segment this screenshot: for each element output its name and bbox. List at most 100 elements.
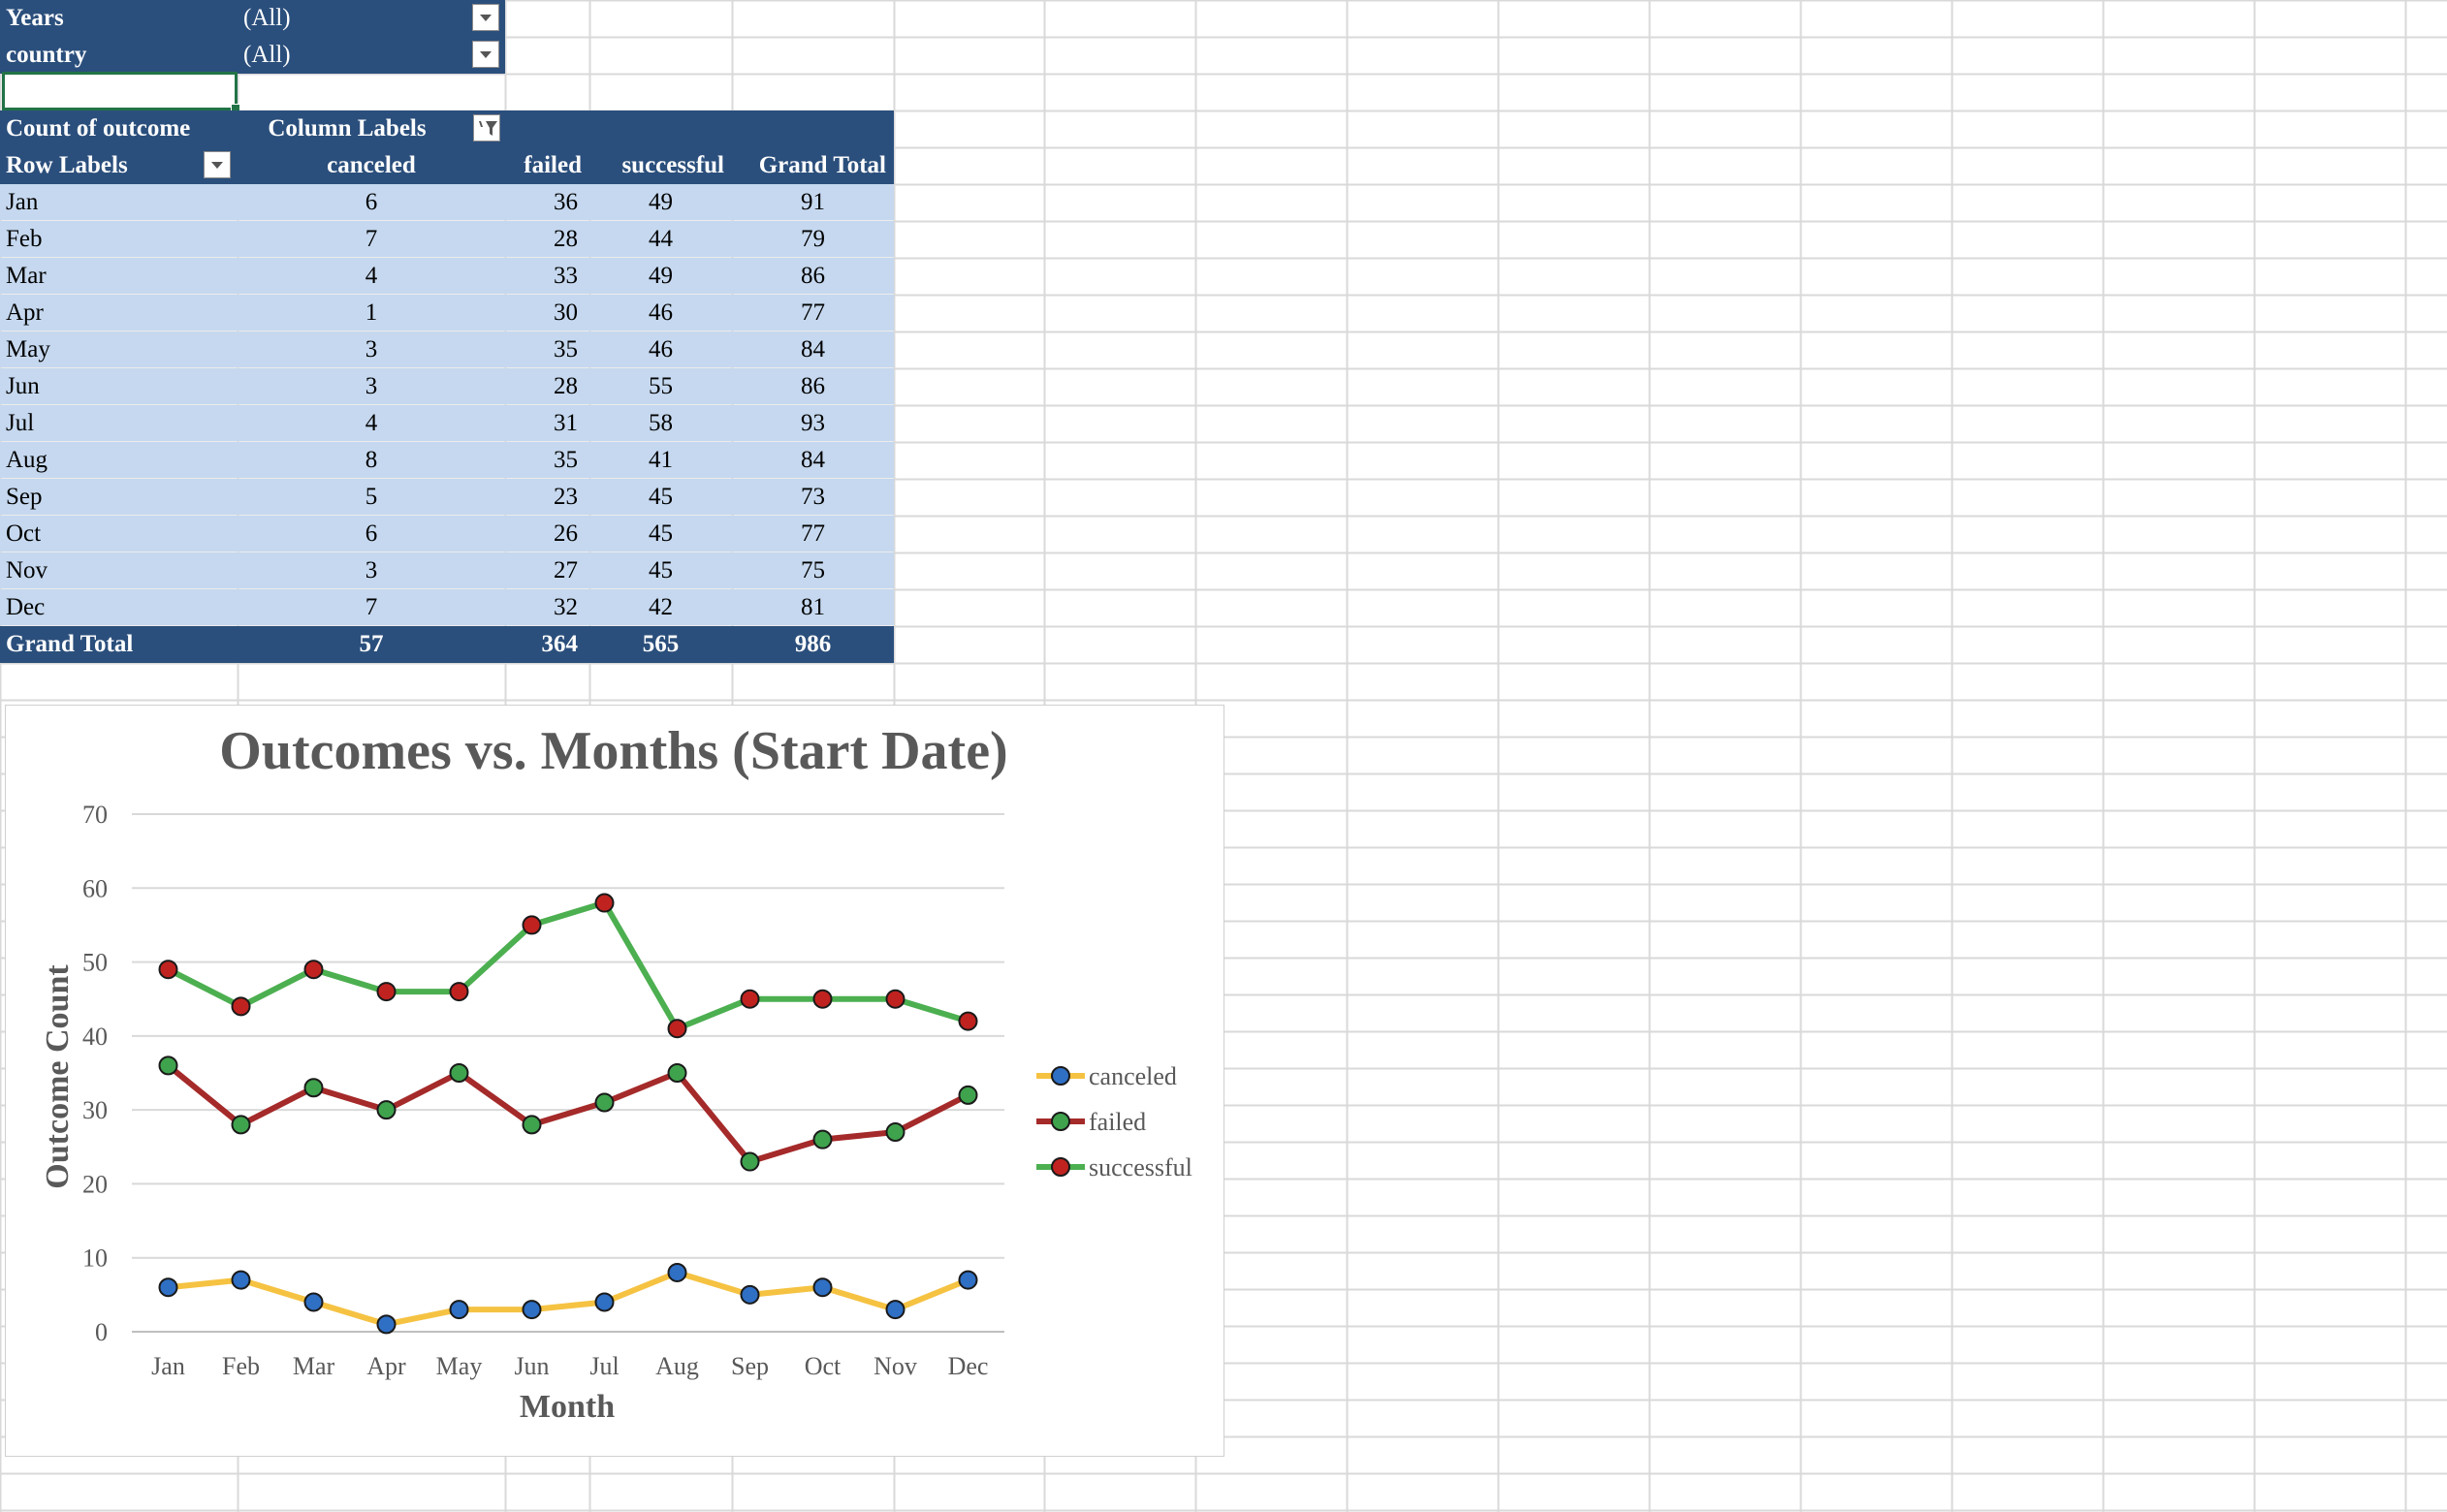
pivot-cell[interactable]: 28 <box>554 226 578 252</box>
series-line-failed[interactable] <box>166 1063 969 1165</box>
data-point-successful[interactable] <box>303 960 324 980</box>
data-point-canceled[interactable] <box>812 1277 833 1298</box>
filter-country-dropdown-icon[interactable] <box>472 41 499 68</box>
line-chart[interactable]: Outcomes vs. Months (Start Date) Outcome… <box>5 705 1224 1457</box>
pivot-cell[interactable]: 1 <box>365 299 378 326</box>
data-point-successful[interactable] <box>594 893 615 913</box>
pivot-cell[interactable]: 45 <box>649 520 673 547</box>
data-point-successful[interactable] <box>158 960 178 980</box>
pivot-row-label[interactable]: Nov <box>6 557 48 583</box>
data-point-successful[interactable] <box>522 915 542 935</box>
data-point-failed[interactable] <box>740 1151 760 1172</box>
pivot-cell[interactable]: 77 <box>801 520 825 547</box>
pivot-cell[interactable]: 36 <box>554 189 578 215</box>
pivot-cell[interactable]: 31 <box>554 410 578 436</box>
pivot-cell[interactable]: 26 <box>554 520 578 547</box>
pivot-cell[interactable]: 35 <box>554 336 578 362</box>
column-labels-filter-icon[interactable] <box>473 114 500 142</box>
grand-total-cell[interactable]: 364 <box>505 626 589 663</box>
pivot-cell[interactable]: 27 <box>554 557 578 583</box>
pivot-cell[interactable]: 86 <box>801 373 825 399</box>
pivot-cell[interactable]: 3 <box>365 373 378 399</box>
data-point-successful[interactable] <box>449 982 469 1002</box>
pivot-row-label[interactable]: Feb <box>6 226 43 252</box>
pivot-cell[interactable]: 55 <box>649 373 673 399</box>
data-point-successful[interactable] <box>376 982 397 1002</box>
pivot-cell[interactable]: 4 <box>365 263 378 289</box>
data-point-canceled[interactable] <box>158 1277 178 1298</box>
data-point-successful[interactable] <box>958 1011 978 1031</box>
pivot-cell[interactable]: 7 <box>365 594 378 620</box>
pivot-cell[interactable]: 46 <box>649 299 673 326</box>
pivot-cell[interactable]: 81 <box>801 594 825 620</box>
pivot-row-label[interactable]: Jun <box>6 373 40 399</box>
data-point-successful[interactable] <box>231 996 251 1017</box>
pivot-cell[interactable]: 33 <box>554 263 578 289</box>
pivot-row-label[interactable]: Oct <box>6 520 42 547</box>
pivot-cell[interactable]: 44 <box>649 226 673 252</box>
data-point-failed[interactable] <box>158 1055 178 1076</box>
pivot-cell[interactable]: 23 <box>554 484 578 510</box>
data-point-canceled[interactable] <box>885 1300 906 1320</box>
pivot-cell[interactable]: 42 <box>649 594 673 620</box>
filter-years-dropdown-icon[interactable] <box>472 4 499 31</box>
pivot-cell[interactable]: 91 <box>801 189 825 215</box>
pivot-cell[interactable]: 86 <box>801 263 825 289</box>
data-point-failed[interactable] <box>667 1063 687 1083</box>
pivot-cell[interactable]: 35 <box>554 447 578 473</box>
pivot-cell[interactable]: 6 <box>365 520 378 547</box>
pivot-cell[interactable]: 45 <box>649 557 673 583</box>
pivot-cell[interactable]: 7 <box>365 226 378 252</box>
pivot-cell[interactable]: 75 <box>801 557 825 583</box>
pivot-cell[interactable]: 5 <box>365 484 378 510</box>
data-point-failed[interactable] <box>885 1122 906 1143</box>
data-point-failed[interactable] <box>449 1063 469 1083</box>
pivot-cell[interactable]: 30 <box>554 299 578 326</box>
pivot-row-label[interactable]: Dec <box>6 594 46 620</box>
data-point-canceled[interactable] <box>522 1300 542 1320</box>
data-point-canceled[interactable] <box>594 1292 615 1312</box>
data-point-failed[interactable] <box>594 1092 615 1113</box>
pivot-cell[interactable]: 32 <box>554 594 578 620</box>
pivot-cell[interactable]: 84 <box>801 336 825 362</box>
pivot-cell[interactable]: 45 <box>649 484 673 510</box>
data-point-failed[interactable] <box>958 1085 978 1105</box>
data-point-canceled[interactable] <box>231 1270 251 1290</box>
data-point-canceled[interactable] <box>740 1284 760 1305</box>
pivot-row-label[interactable]: Mar <box>6 263 47 289</box>
series-line-canceled[interactable] <box>168 1269 969 1328</box>
pivot-cell[interactable]: 6 <box>365 189 378 215</box>
pivot-row-label[interactable]: May <box>6 336 50 362</box>
data-point-successful[interactable] <box>885 989 906 1009</box>
pivot-cell[interactable]: 49 <box>649 189 673 215</box>
data-point-successful[interactable] <box>740 989 760 1009</box>
pivot-row-label[interactable]: Jan <box>6 189 39 215</box>
pivot-cell[interactable]: 58 <box>649 410 673 436</box>
pivot-cell[interactable]: 46 <box>649 336 673 362</box>
data-point-canceled[interactable] <box>449 1300 469 1320</box>
grand-total-cell[interactable]: 565 <box>589 626 732 663</box>
data-point-successful[interactable] <box>667 1019 687 1039</box>
row-labels-dropdown-icon[interactable] <box>204 151 231 178</box>
pivot-cell[interactable]: 79 <box>801 226 825 252</box>
grand-total-cell[interactable]: 986 <box>732 626 894 663</box>
pivot-row-label[interactable]: Jul <box>6 410 35 436</box>
data-point-failed[interactable] <box>812 1129 833 1150</box>
pivot-cell[interactable]: 84 <box>801 447 825 473</box>
grand-total-cell[interactable]: 57 <box>238 626 505 663</box>
data-point-successful[interactable] <box>812 989 833 1009</box>
series-line-successful[interactable] <box>167 899 969 1032</box>
selected-cell[interactable] <box>2 72 238 110</box>
data-point-failed[interactable] <box>522 1115 542 1135</box>
data-point-canceled[interactable] <box>667 1262 687 1282</box>
pivot-cell[interactable]: 28 <box>554 373 578 399</box>
data-point-failed[interactable] <box>303 1078 324 1098</box>
pivot-cell[interactable]: 49 <box>649 263 673 289</box>
pivot-cell[interactable]: 3 <box>365 557 378 583</box>
pivot-cell[interactable]: 4 <box>365 410 378 436</box>
grand-total-label[interactable]: Grand Total <box>0 626 238 663</box>
pivot-row-label[interactable]: Sep <box>6 484 43 510</box>
data-point-failed[interactable] <box>376 1100 397 1120</box>
pivot-cell[interactable]: 3 <box>365 336 378 362</box>
data-point-canceled[interactable] <box>376 1314 397 1335</box>
